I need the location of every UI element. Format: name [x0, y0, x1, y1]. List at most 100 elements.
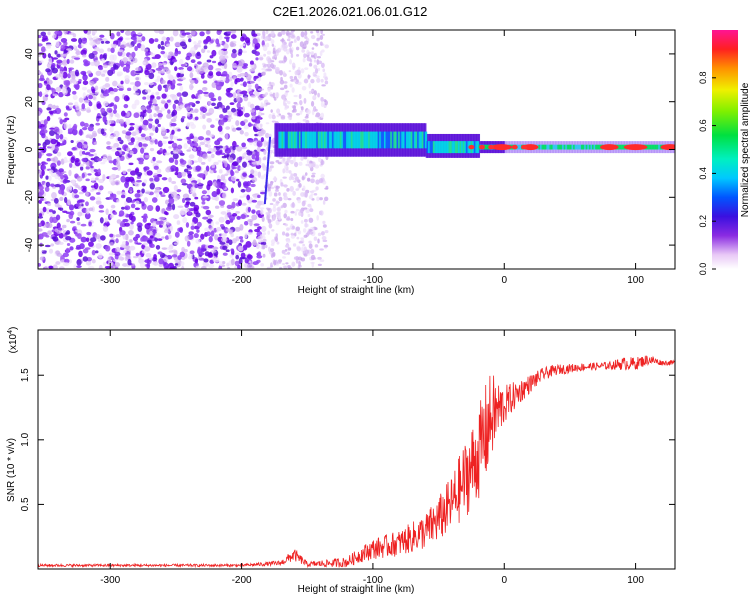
spectrogram-cell: [102, 69, 109, 73]
spectrogram-cell: [278, 60, 283, 64]
spectrogram-cell: [173, 185, 178, 192]
spectrogram-cell: [431, 141, 434, 154]
spectrogram-cell: [102, 84, 107, 91]
spectrogram-cell: [376, 131, 379, 149]
spectrogram-cell: [215, 71, 222, 77]
spectrogram-cell: [220, 174, 226, 181]
spectrogram-cell: [309, 131, 313, 149]
spectrogram-cell: [174, 231, 180, 238]
spectrogram-cell: [249, 60, 254, 66]
spectrogram-cell: [398, 131, 401, 149]
spectrogram-cell: [179, 227, 184, 233]
spectrogram-cell: [88, 241, 94, 247]
spectrogram-cell: [321, 84, 326, 87]
spectrogram-cell: [293, 39, 297, 43]
spectrogram-cell: [264, 197, 267, 200]
spectrogram-cell: [267, 230, 271, 235]
spectrogram-cell: [227, 31, 232, 35]
spectrogram-cell: [157, 70, 162, 74]
spectrogram-cell: [218, 265, 223, 269]
spectrogram-cell: [363, 131, 366, 149]
spectrogram-cell: [87, 125, 94, 132]
spectrogram-cell: [255, 243, 260, 249]
spectrogram-cell: [161, 36, 167, 42]
spectrogram-cell: [215, 118, 220, 122]
spectrogram-cell: [53, 197, 59, 204]
spectrogram-cell: [284, 223, 288, 227]
spectrogram-cell: [186, 240, 191, 247]
spectrogram-cell: [262, 45, 268, 52]
spectrogram-cell: [116, 114, 121, 119]
spectrogram-cell: [146, 108, 153, 114]
spectrogram-cell: [148, 122, 153, 129]
spectrogram-cell: [109, 214, 114, 218]
spectrogram-cell: [38, 222, 42, 228]
spectrogram-cell: [109, 241, 114, 246]
spectrogram-cell: [55, 105, 59, 109]
spectrogram-cell: [79, 129, 83, 136]
spectrogram-cell: [239, 223, 244, 231]
spectrogram-cell: [295, 226, 301, 232]
spectrogram-cell: [153, 254, 157, 260]
spectrogram-cell: [432, 141, 436, 154]
spectrogram-cell: [149, 177, 154, 182]
spectrogram-cell: [562, 144, 565, 150]
spectrogram-cell: [222, 108, 228, 114]
spectrogram-cell: [301, 48, 306, 53]
spectrogram-cell: [74, 157, 80, 163]
spectrogram-cell: [246, 151, 253, 156]
spectrogram-cell: [293, 172, 298, 177]
spectrogram-cell: [86, 256, 92, 262]
spectrogram-cell: [121, 206, 125, 210]
spectrogram-cell: [207, 64, 214, 71]
spectrogram-cell: [270, 30, 275, 37]
spectrogram-cell: [140, 44, 146, 52]
spectrogram-cell: [154, 126, 159, 134]
spectrogram-cell: [194, 79, 199, 84]
spectrogram-cell: [244, 37, 251, 44]
spectrogram-cell: [110, 47, 115, 54]
spectrogram-cell: [270, 265, 274, 268]
spectrogram-cell: [200, 233, 205, 240]
spectrogram-cell: [320, 62, 325, 69]
spectrogram-cell: [160, 45, 165, 50]
spectrogram-cell: [291, 201, 295, 208]
spectrogram-cell: [264, 132, 270, 139]
spectrogram-cell: [304, 191, 308, 198]
spectrogram-cell: [293, 79, 297, 83]
spectrogram-cell: [240, 214, 246, 220]
spectrogram-cell: [519, 144, 522, 150]
spectrogram-cell: [166, 246, 172, 251]
spectrogram-cell: [218, 200, 226, 206]
spectrogram-cell: [270, 93, 274, 97]
spectrogram-cell: [102, 92, 110, 97]
spectrogram-cell: [248, 90, 254, 95]
spectrogram-cell: [284, 131, 287, 149]
spectrogram-cell: [297, 131, 300, 149]
spectrogram-cell: [84, 212, 91, 220]
spectrogram-cell: [321, 160, 325, 165]
spectrogram-cell: [260, 262, 265, 267]
spectrogram-cell: [301, 176, 305, 181]
spectrogram-cell: [261, 163, 266, 169]
spectrogram-cell: [580, 144, 584, 150]
spectrogram-cell: [125, 131, 132, 136]
spectrogram-cell: [324, 76, 328, 81]
spectrogram-cell: [267, 161, 270, 164]
spectrogram-cell: [543, 144, 546, 150]
spectrogram-cell: [86, 70, 92, 75]
spectrogram-cell: [283, 213, 288, 219]
spectrogram-cell: [180, 64, 186, 67]
spectrogram-cell: [317, 131, 321, 149]
spectrogram-cell: [300, 208, 304, 214]
spectrogram-cell: [320, 30, 323, 35]
spectrogram-cell: [214, 234, 219, 241]
spectrogram-cell: [571, 144, 574, 150]
spectrogram-cell: [176, 189, 182, 193]
spectrogram-cell: [294, 131, 297, 149]
spectrogram-cell: [110, 102, 115, 107]
spectrogram-cell: [51, 62, 56, 68]
spectrogram-cell: [281, 249, 286, 254]
spectrogram-cell: [464, 141, 467, 154]
spectrogram-cell: [217, 125, 223, 132]
